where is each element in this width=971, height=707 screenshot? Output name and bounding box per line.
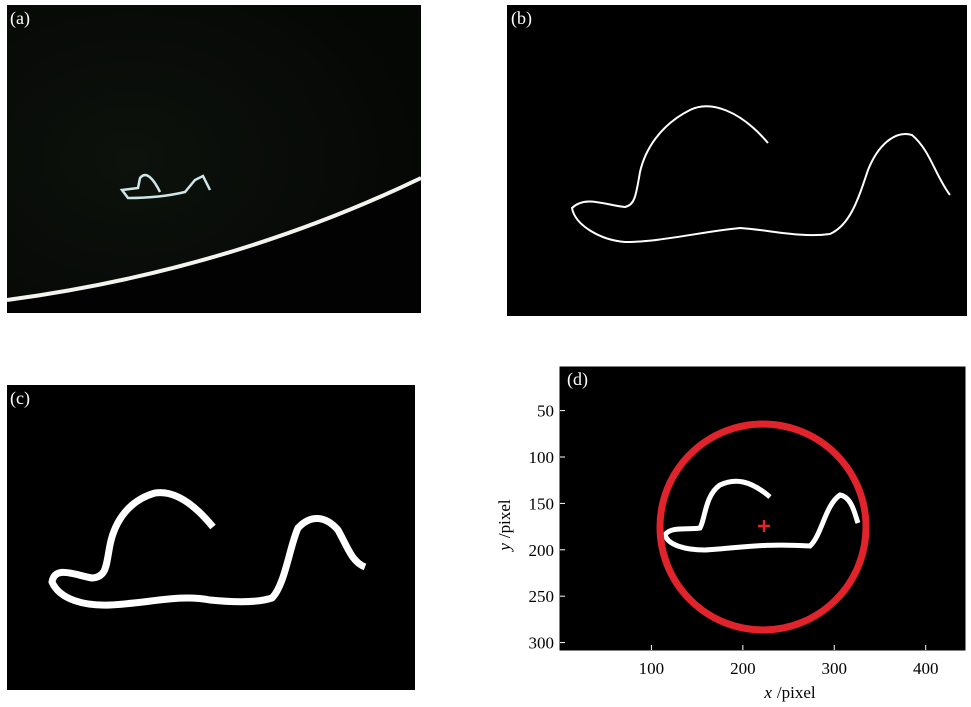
panel-c: (c) [7, 385, 415, 690]
centroid [758, 520, 770, 532]
y-var: y [495, 543, 514, 553]
x-tick-label: 200 [730, 659, 756, 678]
image [507, 5, 967, 316]
panel-label: (b) [511, 8, 532, 29]
panel-label: (a) [10, 8, 30, 29]
fiber [119, 173, 212, 200]
x-unit: /pixel [777, 683, 816, 702]
x-tick-label: 300 [822, 659, 848, 678]
image [7, 385, 415, 690]
dish-shadow [7, 178, 421, 313]
enclosing-circle [656, 420, 870, 634]
y-tick-label: 150 [529, 494, 555, 513]
panel-a: (a) [6, 5, 422, 313]
skeleton [570, 105, 951, 244]
plot-area [559, 366, 966, 651]
y-tick-label: 300 [529, 634, 555, 653]
y-axis-label: y/pixel [495, 499, 514, 553]
y-tick-label: 100 [529, 448, 555, 467]
fiber [662, 478, 861, 553]
y-tick-label: 200 [529, 541, 555, 560]
x-tick-label: 400 [913, 659, 939, 678]
dish-edge [6, 176, 422, 302]
panel-label: (d) [567, 369, 588, 390]
y-tick-label: 250 [529, 587, 555, 606]
binary-fiber [48, 489, 367, 609]
x-axis-label: x/pixel [763, 683, 816, 702]
x-var: x [763, 683, 772, 702]
y-tick-label: 50 [537, 402, 554, 421]
panel-label: (c) [10, 388, 30, 409]
y-unit: /pixel [495, 499, 514, 538]
panel-d: (d) [559, 366, 966, 651]
panel-b: (b) [507, 5, 967, 316]
x-tick-label: 100 [639, 659, 665, 678]
